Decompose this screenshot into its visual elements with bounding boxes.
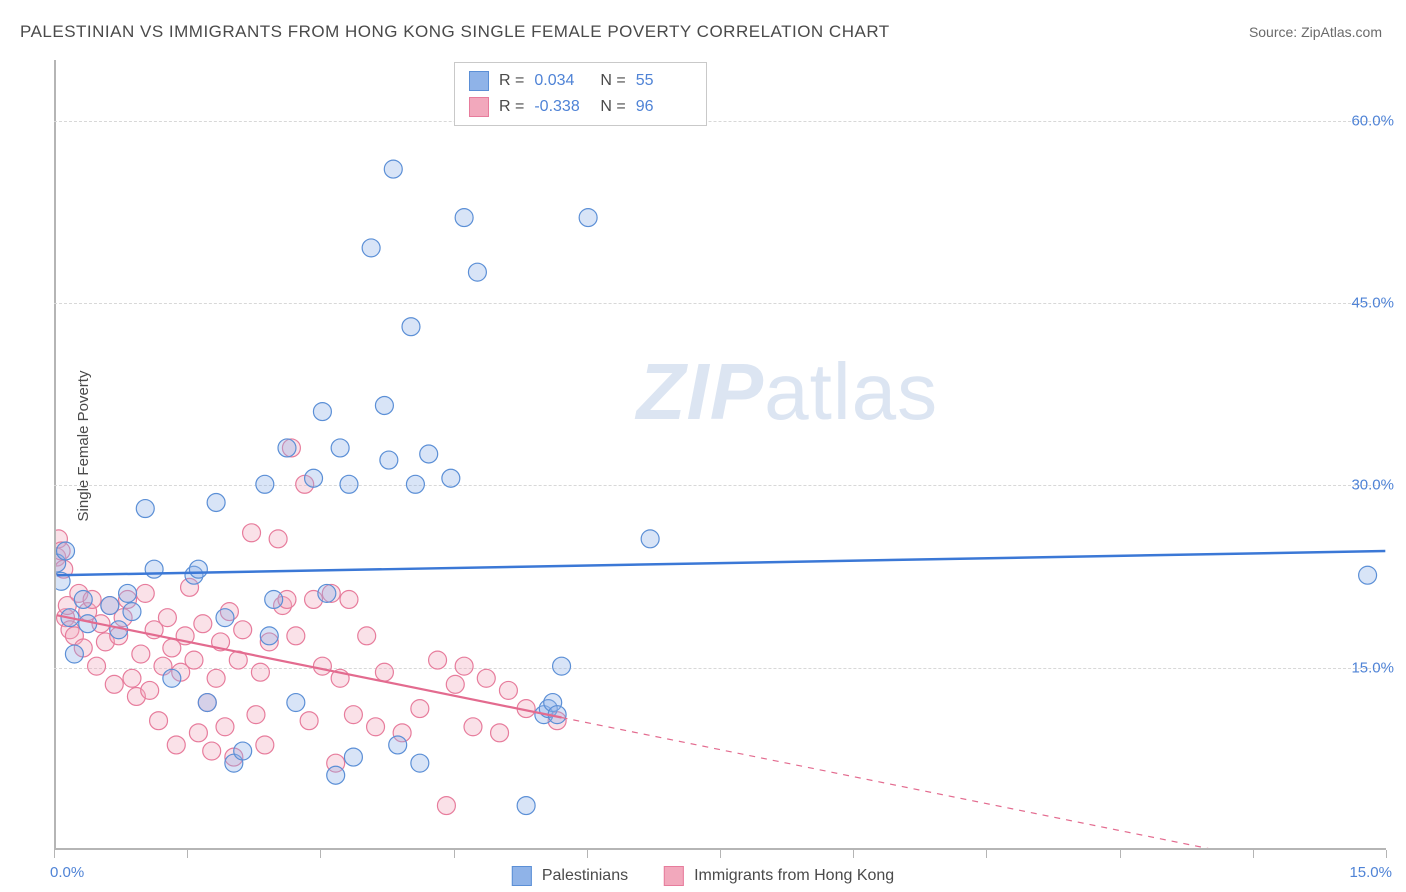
legend-swatch (512, 866, 532, 886)
swatch-series-1 (469, 71, 489, 91)
r-value-1: 0.034 (534, 72, 590, 90)
x-tick (986, 850, 987, 858)
chart-title: PALESTINIAN VS IMMIGRANTS FROM HONG KONG… (20, 22, 890, 42)
plot-area (54, 60, 1386, 850)
x-tick (1386, 850, 1387, 858)
legend-item: Palestinians (512, 866, 628, 886)
n-value-2: 96 (636, 98, 692, 116)
legend-label: Palestinians (542, 867, 628, 885)
source-label: Source: (1249, 24, 1301, 40)
x-tick (187, 850, 188, 858)
legend-label: Immigrants from Hong Kong (694, 867, 894, 885)
n-label-1: N = (600, 72, 625, 90)
n-label-2: N = (600, 98, 625, 116)
x-tick (54, 850, 55, 858)
swatch-series-2 (469, 97, 489, 117)
x-tick (720, 850, 721, 858)
x-tick-label-max: 15.0% (1349, 864, 1392, 881)
x-tick (1120, 850, 1121, 858)
source-name: ZipAtlas.com (1301, 24, 1382, 40)
x-tick (587, 850, 588, 858)
stats-legend-box: R = 0.034 N = 55 R = -0.338 N = 96 (454, 62, 707, 126)
stats-row-series-1: R = 0.034 N = 55 (469, 68, 692, 94)
stats-row-series-2: R = -0.338 N = 96 (469, 94, 692, 120)
legend-item: Immigrants from Hong Kong (664, 866, 894, 886)
legend-swatch (664, 866, 684, 886)
r-value-2: -0.338 (534, 98, 590, 116)
source-attribution: Source: ZipAtlas.com (1249, 24, 1382, 40)
r-label-2: R = (499, 98, 524, 116)
x-tick (454, 850, 455, 858)
x-tick (853, 850, 854, 858)
legend-bottom: Palestinians Immigrants from Hong Kong (512, 866, 894, 886)
n-value-1: 55 (636, 72, 692, 90)
chart-svg (56, 60, 1386, 848)
x-tick (1253, 850, 1254, 858)
x-tick (320, 850, 321, 858)
x-tick-label-min: 0.0% (50, 864, 84, 881)
r-label-1: R = (499, 72, 524, 90)
